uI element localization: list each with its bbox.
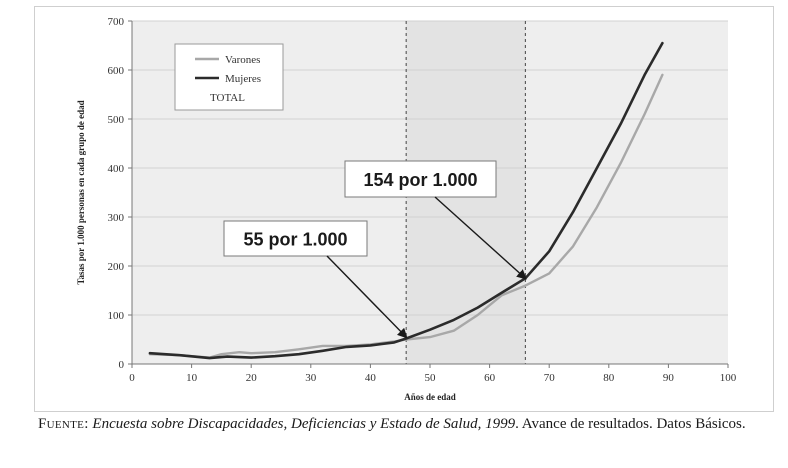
annotation-label: 154 por 1.000 bbox=[363, 170, 477, 190]
x-axis-label: Años de edad bbox=[404, 392, 456, 402]
annotation-arrow bbox=[326, 255, 408, 339]
legend-label-mujeres: Mujeres bbox=[225, 73, 261, 85]
annotation-box bbox=[223, 220, 368, 257]
y-tick-label: 700 bbox=[108, 16, 125, 28]
x-tick-label: 60 bbox=[484, 372, 496, 384]
legend-label-total: TOTAL bbox=[210, 92, 245, 104]
annotation-arrow bbox=[434, 196, 527, 280]
legend-box bbox=[174, 43, 284, 111]
series-line-mujeres bbox=[148, 41, 664, 360]
y-tick-label: 300 bbox=[108, 212, 125, 224]
y-tick-label: 100 bbox=[108, 310, 125, 322]
x-tick-label: 100 bbox=[720, 372, 737, 384]
x-tick-label: 0 bbox=[129, 372, 135, 384]
x-tick-label: 10 bbox=[186, 372, 198, 384]
caption-rest: . Avance de resultados. Datos Básicos. bbox=[515, 416, 746, 432]
x-tick-label: 50 bbox=[425, 372, 437, 384]
x-tick-label: 80 bbox=[603, 372, 615, 384]
annotation-label: 55 por 1.000 bbox=[243, 230, 347, 250]
x-tick-label: 30 bbox=[305, 372, 317, 384]
line-chart: 0 100 200 300 400 500 600 700 0 10 20 30 40 50 60 70 80 9… bbox=[76, 16, 737, 402]
y-tick-label: 0 bbox=[119, 359, 125, 371]
x-tick-label: 70 bbox=[544, 372, 556, 384]
x-tick-label: 90 bbox=[663, 372, 675, 384]
x-tick-label: 40 bbox=[365, 372, 377, 384]
chart-frame: 0 100 200 300 400 500 600 700 0 10 20 30 40 50 60 70 80 9… bbox=[34, 6, 774, 412]
y-axis-label: Tasas por 1.000 personas en cada grupo d… bbox=[76, 100, 86, 284]
annotation-box bbox=[344, 160, 497, 198]
x-tick-label: 20 bbox=[246, 372, 258, 384]
figure-caption: Fuente: Encuesta sobre Discapacidades, D… bbox=[38, 415, 768, 434]
y-tick-label: 500 bbox=[108, 114, 125, 126]
caption-title: Encuesta sobre Discapacidades, Deficienc… bbox=[92, 416, 516, 432]
caption-source-label: Fuente: bbox=[38, 416, 89, 432]
y-tick-label: 600 bbox=[108, 65, 125, 77]
y-tick-label: 200 bbox=[108, 261, 125, 273]
legend-label-varones: Varones bbox=[225, 54, 260, 66]
y-tick-label: 400 bbox=[108, 163, 125, 175]
